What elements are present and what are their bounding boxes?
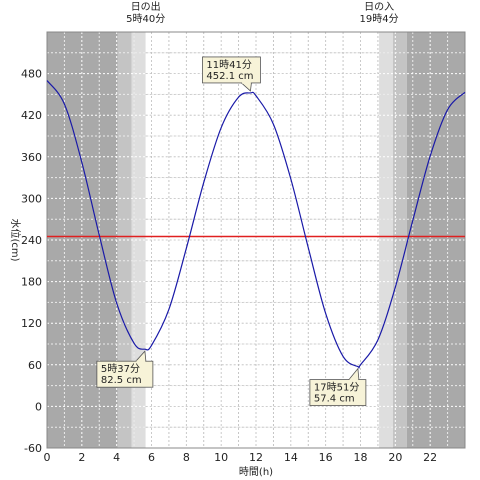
x-tick-label: 10 (214, 451, 228, 464)
callout-time: 5時37分 (101, 363, 140, 375)
callout-box (202, 56, 261, 84)
x-tick-label: 12 (249, 451, 263, 464)
y-tick-label: 240 (21, 234, 42, 247)
sunset-time: 19時4分 (360, 13, 399, 25)
x-tick-label: 22 (423, 451, 437, 464)
callout-box (96, 360, 154, 388)
x-tick-label: 0 (44, 451, 51, 464)
sunset-label: 日の入 (364, 2, 394, 13)
plot-border (46, 31, 466, 449)
twilight-band-dusk-1 (379, 32, 394, 448)
x-tick-label: 20 (388, 451, 402, 464)
y-tick-label: 300 (21, 192, 42, 205)
tide-line (46, 80, 466, 369)
x-tick-label: 4 (113, 451, 120, 464)
y-axis-title: 水位(cm) (9, 218, 22, 261)
y-tick-label: 180 (21, 276, 42, 289)
sunrise-time: 5時40分 (126, 13, 165, 25)
y-tick-label: 360 (21, 151, 42, 164)
y-tick-label: 60 (28, 359, 42, 372)
callout-value: 82.5 cm (101, 375, 142, 386)
x-tick-label: 6 (148, 451, 155, 464)
x-tick-label: 16 (319, 451, 333, 464)
y-tick-label: 120 (21, 317, 42, 330)
x-tick-label: 8 (183, 451, 190, 464)
y-tick-label: 420 (21, 109, 42, 122)
callout-box (309, 379, 367, 407)
x-tick-label: 18 (354, 451, 368, 464)
callout-time: 17時51分 (314, 382, 359, 394)
callout-value: 452.1 cm (206, 71, 253, 82)
x-tick-label: 2 (78, 451, 85, 464)
x-tick-label: 14 (284, 451, 298, 464)
sunrise-label: 日の出 (131, 0, 161, 13)
y-tick-label: 480 (21, 68, 42, 81)
y-tick-label: 0 (35, 400, 42, 413)
x-axis-title: 時間(h) (239, 466, 273, 478)
y-tick-label: -60 (24, 442, 42, 455)
callout-value: 57.4 cm (314, 394, 355, 405)
callout-time: 11時41分 (206, 59, 251, 71)
